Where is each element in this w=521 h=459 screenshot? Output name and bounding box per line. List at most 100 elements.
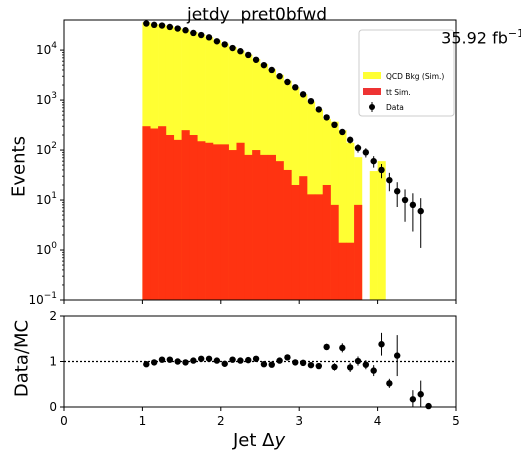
ratio-point (362, 361, 370, 368)
data-point (252, 56, 260, 63)
data-point (323, 114, 330, 121)
ttbar-bar (197, 141, 206, 300)
ttbar-bar (283, 169, 292, 300)
x-tick-label: 0 (60, 414, 68, 428)
ratio-y-tick-label: 2 (49, 309, 57, 323)
ttbar-bar (260, 154, 269, 300)
ratio-point (307, 361, 315, 369)
x-tick-label: 3 (295, 414, 303, 428)
x-tick-label: 2 (217, 414, 225, 428)
ratio-y-tick-label: 1 (49, 355, 57, 369)
ttbar-bar (291, 184, 300, 300)
x-axis-label-variable: y (274, 430, 286, 451)
ratio-point (354, 357, 362, 365)
x-tick-label: 1 (139, 414, 147, 428)
legend-label: QCD Bkg (Sim.) (386, 72, 444, 81)
ratio-point (370, 367, 377, 374)
ratio-point (394, 352, 401, 359)
data-point (268, 66, 275, 74)
data-point (307, 97, 315, 105)
data-point (401, 196, 409, 204)
data-point (292, 84, 299, 91)
ratio-point (378, 341, 385, 348)
ttbar-bar (181, 130, 190, 300)
top-data-points (143, 20, 424, 248)
data-point (205, 34, 213, 41)
top-panel-frame (63, 19, 457, 301)
data-point (378, 166, 385, 174)
ttbar-bar (228, 150, 237, 300)
ttbar-bar (354, 204, 363, 300)
ratio-point (221, 360, 228, 367)
data-point (174, 25, 181, 32)
data-point (158, 22, 166, 29)
ratio-point (315, 362, 322, 370)
ratio-panel-ticks: 0 1 2 0 1 2 3 4 5 (49, 309, 459, 428)
ratio-point (292, 359, 299, 366)
ttbar-bar (212, 144, 222, 300)
ratio-point (229, 356, 236, 363)
ttbar-bar (189, 135, 198, 300)
data-point (315, 106, 322, 113)
ratio-point (198, 355, 205, 362)
ratio-point (339, 344, 346, 352)
data-point (229, 44, 236, 52)
legend-marker (369, 104, 375, 110)
ttbar-bar (330, 204, 339, 300)
ratio-point (409, 396, 417, 403)
ttbar-bar (158, 126, 167, 300)
legend-swatch (363, 72, 381, 79)
legend-label: tt Sim. (386, 88, 411, 97)
ratio-y-axis-label: Data/MC (11, 319, 33, 398)
ttbar-bar (275, 161, 284, 300)
data-point (362, 149, 370, 156)
ttbar-bar (299, 176, 308, 300)
ttbar-bar (150, 128, 159, 300)
legend-label: Data (386, 103, 404, 112)
ratio-point (260, 361, 268, 368)
ratio-point (331, 363, 338, 371)
top-histogram-bars (142, 22, 386, 301)
qcd-bar (338, 130, 347, 300)
data-point (245, 51, 252, 59)
ttbar-bar (314, 194, 324, 300)
ratio-point (417, 391, 424, 398)
chart-title: jetdy pret0bfwd (187, 5, 328, 25)
y-tick-label: 101 (36, 191, 57, 207)
ttbar-bar (173, 139, 182, 300)
data-point (339, 128, 346, 136)
ratio-point (190, 357, 197, 364)
ratio-point (323, 343, 330, 351)
lumi-value: 35.92 fb (441, 28, 508, 48)
ratio-data-points (143, 332, 432, 410)
ratio-point (205, 355, 213, 362)
ratio-point (268, 361, 275, 368)
x-tick-label: 4 (374, 414, 382, 428)
data-point (299, 91, 307, 98)
ttbar-bar (338, 242, 347, 300)
ratio-point (143, 361, 150, 368)
top-y-axis-label: Events (8, 136, 30, 197)
y-tick-label: 104 (36, 41, 57, 57)
ratio-point (158, 356, 166, 363)
ratio-point (174, 358, 181, 365)
x-axis-label-text: Jet Δ (233, 430, 275, 451)
ratio-point (213, 357, 221, 364)
ttbar-bar (165, 135, 175, 300)
data-point (143, 20, 150, 27)
ratio-point (299, 359, 307, 367)
data-point (166, 23, 174, 31)
y-tick-label: 103 (36, 91, 57, 107)
ttbar-bar (267, 154, 276, 300)
ratio-point (276, 357, 283, 364)
qcd-bar (377, 161, 386, 300)
y-tick-label: 100 (36, 241, 57, 257)
data-point (221, 41, 228, 48)
data-point (150, 21, 158, 29)
data-point (417, 207, 424, 215)
ratio-point (182, 359, 189, 366)
ttbar-bar (307, 194, 316, 300)
ratio-point (237, 357, 244, 364)
ratio-point (150, 359, 158, 366)
qcd-bar (346, 142, 355, 300)
